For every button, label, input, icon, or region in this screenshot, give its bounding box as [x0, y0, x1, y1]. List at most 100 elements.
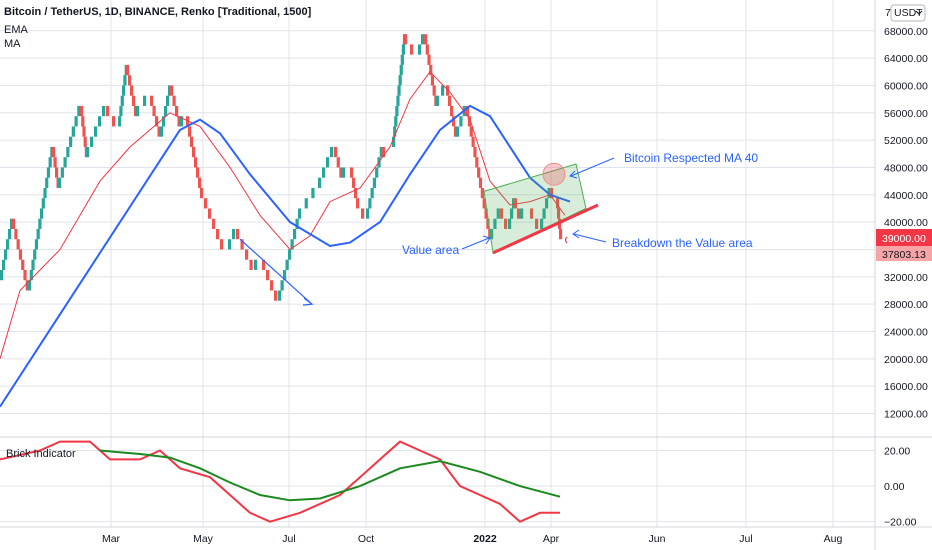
renko-brick: [436, 95, 440, 106]
renko-brick: [132, 95, 136, 106]
renko-brick: [393, 126, 397, 137]
renko-brick: [334, 146, 338, 158]
renko-brick: [245, 249, 249, 260]
renko-brick: [98, 116, 102, 127]
renko-brick: [304, 198, 308, 209]
renko-brick: [80, 105, 84, 117]
y-tick-label: 44000.00: [884, 190, 928, 202]
renko-brick: [249, 259, 253, 270]
x-tick-label: Jul: [282, 533, 295, 545]
renko-brick: [339, 167, 343, 178]
annotation-breakdown: Breakdown the Value area: [612, 236, 753, 250]
renko-brick: [266, 269, 270, 281]
renko-brick: [53, 157, 57, 168]
renko-brick: [471, 136, 475, 147]
renko-brick: [150, 95, 154, 106]
renko-brick: [285, 259, 289, 270]
renko-brick: [188, 126, 192, 137]
x-tick-label: 2022: [473, 533, 497, 545]
indicator-series: [99, 449, 561, 502]
x-tick-label: Mar: [102, 533, 121, 545]
renko-brick: [216, 228, 220, 240]
y-tick-label: 12000.00: [884, 408, 928, 420]
renko-brick: [520, 208, 524, 219]
renko-brick: [399, 64, 403, 76]
renko-brick: [50, 146, 54, 158]
renko-brick: [36, 228, 40, 240]
renko-brick: [459, 116, 463, 127]
y-tick-label: 56000.00: [884, 108, 928, 120]
renko-brick: [6, 239, 10, 250]
renko-brick: [45, 177, 49, 188]
renko-brick: [43, 187, 47, 199]
renko-brick: [467, 116, 472, 127]
renko-brick: [550, 187, 554, 199]
renko-brick: [350, 167, 354, 178]
renko-brick: [82, 126, 86, 137]
renko-brick: [46, 167, 51, 178]
currency-prefix: 7: [885, 7, 891, 19]
renko-brick: [330, 146, 334, 158]
renko-brick: [77, 105, 81, 117]
renko-brick: [31, 259, 35, 270]
renko-brick: [262, 259, 266, 270]
renko-brick: [170, 85, 174, 96]
renko-brick: [559, 228, 563, 240]
renko-brick: [429, 64, 433, 76]
renko-brick: [180, 116, 184, 127]
y-tick-label: 40000.00: [884, 217, 928, 229]
legend-ema: EMA: [4, 24, 29, 36]
renko-brick: [493, 218, 497, 229]
renko-brick: [83, 136, 87, 147]
renko-brick: [162, 116, 166, 127]
renko-brick: [424, 34, 428, 45]
renko-brick: [212, 218, 216, 229]
renko-brick: [14, 228, 18, 240]
renko-brick: [482, 198, 486, 209]
arrow-breakdown: [573, 233, 607, 243]
renko-brick: [60, 167, 64, 178]
renko-brick: [295, 218, 299, 229]
x-tick-label: Jun: [649, 533, 666, 545]
renko-brick: [512, 198, 516, 209]
renko-brick: [356, 198, 360, 209]
renko-brick: [106, 105, 110, 117]
breakdown-marker: [564, 236, 568, 244]
legend-ma: MA: [4, 38, 21, 50]
renko-brick: [401, 44, 406, 55]
renko-brick: [398, 75, 402, 86]
renko-brick: [69, 136, 73, 147]
renko-brick: [228, 239, 232, 250]
x-tick-label: May: [193, 533, 214, 545]
renko-brick: [280, 280, 284, 291]
currency-selector[interactable]: [890, 4, 926, 22]
renko-brick: [456, 126, 460, 137]
renko-brick: [166, 95, 170, 106]
chart-title: Bitcoin / TetherUS, 1D, BINANCE, Renko […: [4, 6, 312, 18]
downtrend-arrow: [239, 238, 313, 305]
ma-touch-circle: [542, 162, 566, 186]
indicator-tick-label: 20.00: [884, 445, 910, 457]
renko-brick: [475, 157, 479, 168]
y-tick-label: 20000.00: [884, 354, 928, 366]
renko-brick: [432, 85, 436, 96]
renko-brick: [33, 249, 37, 260]
renko-brick: [164, 105, 168, 117]
renko-brick: [192, 146, 196, 158]
indicator-tick-label: −20.00: [884, 517, 917, 529]
renko-brick: [508, 218, 512, 229]
renko-brick: [10, 218, 14, 229]
renko-brick: [128, 75, 132, 86]
renko-brick: [143, 95, 147, 106]
x-tick-label: Apr: [543, 533, 560, 545]
main-grid: [0, 0, 875, 527]
renko-brick: [126, 64, 130, 76]
renko-brick: [38, 218, 42, 229]
renko-brick: [16, 239, 20, 250]
renko-brick: [490, 228, 494, 240]
renko-brick: [48, 157, 52, 168]
renko-brick: [557, 208, 561, 219]
renko-brick: [274, 290, 278, 301]
renko-brick: [232, 228, 236, 240]
